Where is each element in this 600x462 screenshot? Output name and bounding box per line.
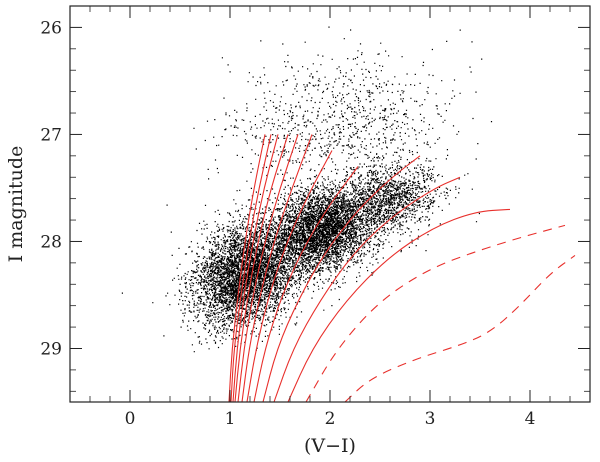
isochrone-12 (305, 224, 566, 402)
x-tick-label: 2 (325, 409, 336, 429)
isochrone-10 (273, 176, 461, 402)
x-axis-title: (V−I) (304, 435, 356, 457)
isochrone-11 (287, 208, 511, 402)
isochrone-7 (246, 150, 333, 402)
isochrone-curves (228, 134, 576, 402)
isochrone-9 (262, 155, 421, 402)
scatter-cloud (121, 26, 493, 353)
isochrone-4 (234, 134, 289, 402)
isochrone-6 (241, 134, 313, 402)
y-tick-label: 27 (40, 125, 62, 145)
isochrone-5 (237, 134, 299, 402)
y-tick-label: 29 (40, 339, 62, 359)
x-tick-label: 4 (525, 409, 536, 429)
isochrone-13 (344, 254, 576, 402)
isochrone-1 (228, 134, 266, 402)
x-tick-label: 0 (125, 409, 136, 429)
y-axis-title: I magnitude (5, 146, 27, 263)
data-points (121, 26, 493, 353)
y-axis-ticks: 26 27 28 29 (40, 5, 590, 392)
x-axis-ticks: 0 1 2 3 4 (89, 6, 571, 429)
isochrone-3 (232, 134, 279, 402)
isochrone-8 (253, 166, 359, 402)
x-tick-label: 3 (425, 409, 436, 429)
isochrone-2 (230, 134, 272, 402)
y-tick-label: 26 (40, 18, 62, 38)
y-tick-label: 28 (40, 232, 62, 252)
x-tick-label: 1 (225, 409, 236, 429)
